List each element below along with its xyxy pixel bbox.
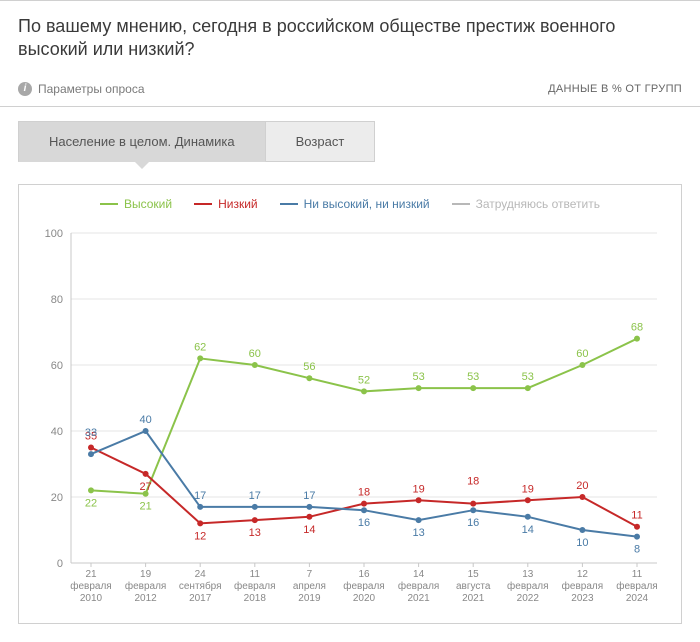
svg-text:80: 80 <box>51 294 63 306</box>
svg-text:14: 14 <box>303 524 315 536</box>
svg-text:февраля: февраля <box>398 580 439 592</box>
legend-label: Высокий <box>124 197 172 211</box>
svg-text:февраля: февраля <box>507 580 548 592</box>
svg-text:19: 19 <box>522 483 534 495</box>
svg-text:2017: 2017 <box>189 593 212 604</box>
legend-item[interactable]: Высокий <box>100 197 172 211</box>
svg-text:февраля: февраля <box>343 580 384 592</box>
svg-text:11: 11 <box>250 569 261 580</box>
svg-text:20: 20 <box>576 480 588 492</box>
svg-text:100: 100 <box>45 228 63 240</box>
svg-text:13: 13 <box>412 527 424 539</box>
svg-text:февраля: февраля <box>562 580 603 592</box>
svg-text:53: 53 <box>412 371 424 383</box>
chart-frame: Высокий Низкий Ни высокий, ни низкий Затруд… <box>18 184 682 624</box>
svg-text:11: 11 <box>632 569 643 580</box>
svg-text:16: 16 <box>358 517 370 529</box>
tab-0[interactable]: Население в целом. Динамика <box>18 121 266 162</box>
svg-text:21: 21 <box>139 500 151 512</box>
svg-text:13: 13 <box>249 527 261 539</box>
svg-text:2020: 2020 <box>353 593 376 604</box>
data-caption: ДАННЫЕ В % ОТ ГРУПП <box>548 83 682 95</box>
svg-text:19: 19 <box>140 569 152 580</box>
svg-text:сентября: сентября <box>179 580 222 592</box>
svg-text:53: 53 <box>522 371 534 383</box>
tabs: Население в целом. ДинамикаВозраст <box>0 107 700 162</box>
line-chart: 02040608010021февраля201019февраля201224… <box>31 215 667 615</box>
svg-text:февраля: февраля <box>70 580 111 592</box>
svg-text:12: 12 <box>577 569 589 580</box>
svg-text:17: 17 <box>194 490 206 502</box>
svg-text:17: 17 <box>303 490 315 502</box>
svg-text:2012: 2012 <box>134 593 157 604</box>
svg-text:2018: 2018 <box>244 593 267 604</box>
svg-text:18: 18 <box>358 486 370 498</box>
svg-text:февраля: февраля <box>125 580 166 592</box>
svg-text:40: 40 <box>51 426 63 438</box>
svg-text:2023: 2023 <box>571 593 594 604</box>
svg-text:22: 22 <box>85 497 97 509</box>
legend-item[interactable]: Ни высокий, ни низкий <box>280 197 430 211</box>
svg-text:7: 7 <box>307 569 313 580</box>
svg-text:20: 20 <box>51 492 63 504</box>
legend: Высокий Низкий Ни высокий, ни низкий Затруд… <box>31 197 669 211</box>
svg-text:60: 60 <box>249 348 261 360</box>
svg-text:56: 56 <box>303 361 315 373</box>
svg-text:53: 53 <box>467 371 479 383</box>
svg-text:15: 15 <box>468 569 480 580</box>
svg-text:24: 24 <box>195 569 207 580</box>
svg-text:68: 68 <box>631 321 643 333</box>
legend-label: Затрудняюсь ответить <box>476 197 600 211</box>
svg-text:11: 11 <box>631 509 642 521</box>
svg-text:18: 18 <box>467 475 479 487</box>
svg-text:апреля: апреля <box>293 581 326 592</box>
svg-text:13: 13 <box>522 569 534 580</box>
legend-label: Ни высокий, ни низкий <box>304 197 430 211</box>
legend-label: Низкий <box>218 197 258 211</box>
svg-text:60: 60 <box>576 348 588 360</box>
svg-text:12: 12 <box>194 530 206 542</box>
params-block[interactable]: i Параметры опроса <box>18 82 145 96</box>
legend-item[interactable]: Низкий <box>194 197 258 211</box>
svg-text:19: 19 <box>412 483 424 495</box>
svg-text:2019: 2019 <box>298 593 321 604</box>
legend-item[interactable]: Затрудняюсь ответить <box>452 197 600 211</box>
legend-swatch <box>100 203 118 205</box>
svg-text:33: 33 <box>85 427 97 439</box>
legend-swatch <box>194 203 212 205</box>
legend-swatch <box>452 203 470 205</box>
params-label: Параметры опроса <box>38 82 145 96</box>
svg-text:2021: 2021 <box>462 593 485 604</box>
svg-text:февраля: февраля <box>234 580 275 592</box>
svg-text:августа: августа <box>456 581 491 592</box>
svg-text:16: 16 <box>358 569 370 580</box>
svg-text:40: 40 <box>139 414 151 426</box>
svg-text:62: 62 <box>194 341 206 353</box>
page-title: По вашему мнению, сегодня в российском о… <box>18 15 682 62</box>
svg-text:14: 14 <box>413 569 425 580</box>
svg-text:52: 52 <box>358 374 370 386</box>
svg-text:10: 10 <box>576 537 588 549</box>
svg-text:14: 14 <box>522 524 534 536</box>
svg-text:2021: 2021 <box>407 593 430 604</box>
svg-text:2010: 2010 <box>80 593 103 604</box>
svg-text:2024: 2024 <box>626 593 649 604</box>
svg-text:февраля: февраля <box>616 580 657 592</box>
svg-text:21: 21 <box>85 569 97 580</box>
svg-text:27: 27 <box>139 481 151 493</box>
svg-text:2022: 2022 <box>517 593 540 604</box>
tab-1[interactable]: Возраст <box>266 121 376 162</box>
svg-text:0: 0 <box>57 558 63 570</box>
svg-text:17: 17 <box>249 490 261 502</box>
info-icon: i <box>18 82 32 96</box>
legend-swatch <box>280 203 298 205</box>
svg-text:16: 16 <box>467 517 479 529</box>
svg-text:60: 60 <box>51 360 63 372</box>
svg-text:8: 8 <box>634 543 640 555</box>
